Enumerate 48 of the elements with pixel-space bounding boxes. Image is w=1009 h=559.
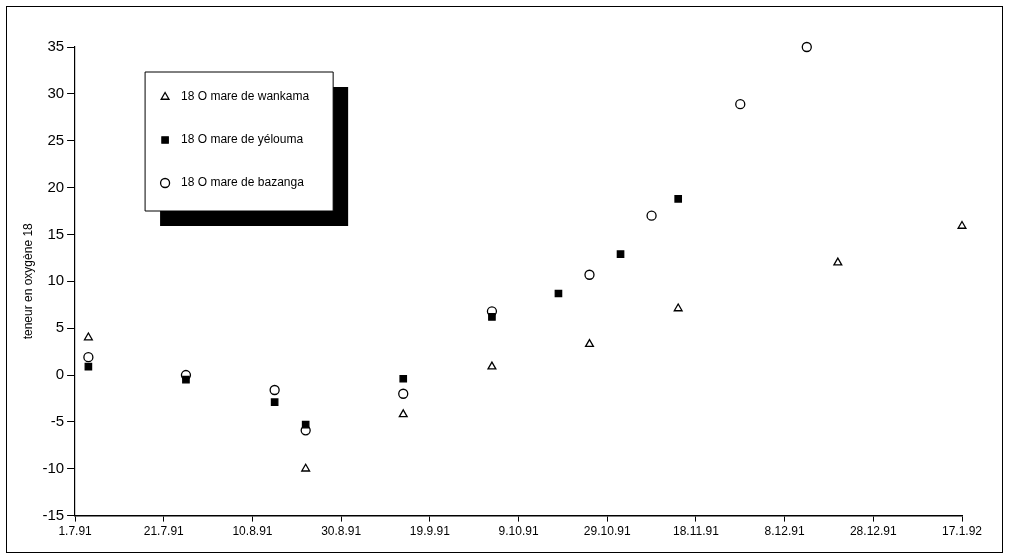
- y-axis-title: teneur en oxygène 18: [20, 222, 35, 340]
- point: [673, 303, 683, 312]
- legend-label: 18 O mare de wankama: [181, 89, 310, 104]
- point: [301, 463, 311, 472]
- point: [801, 41, 812, 53]
- y-tick-label: 20: [47, 177, 65, 195]
- x-tick-label: 29.10.91: [583, 524, 631, 539]
- point: [398, 409, 408, 418]
- y-tick-label: 30: [47, 84, 65, 101]
- legend-label: 18 O mare de yélouma: [181, 132, 304, 147]
- x-tick-label: 30.8.91: [321, 524, 362, 539]
- y-tick-label: -15: [42, 505, 65, 523]
- y-tick-label: 5: [55, 318, 65, 336]
- y-tick-label: 15: [47, 224, 65, 242]
- y-tick-label: 35: [47, 37, 65, 55]
- point: [488, 313, 496, 321]
- x-tick-label: 10.8.91: [232, 524, 273, 539]
- point: [957, 220, 967, 229]
- y-tick-label: 0: [55, 365, 65, 383]
- point: [584, 338, 595, 347]
- point: [674, 194, 683, 203]
- x-tick-label: 19.9.91: [409, 524, 451, 539]
- legend-label: 18 O mare de bazanga: [181, 175, 305, 190]
- point: [646, 210, 657, 221]
- y-tick-label: -10: [42, 458, 65, 476]
- point: [616, 250, 625, 258]
- x-tick-label: 8.12.91: [764, 524, 805, 539]
- point: [584, 269, 595, 280]
- point: [83, 332, 93, 341]
- point: [182, 375, 190, 384]
- x-tick-label: 21.7.91: [143, 524, 185, 539]
- x-tick-label: 17.1.92: [941, 524, 983, 539]
- point: [399, 374, 408, 383]
- x-tick-label: 1.7.91: [58, 524, 93, 539]
- x-tick-label: 18.11.91: [673, 524, 720, 539]
- point: [833, 257, 843, 266]
- x-tick-label: 9.10.91: [498, 524, 539, 539]
- point: [487, 361, 497, 370]
- y-tick-label: 10: [47, 271, 65, 289]
- point: [269, 384, 280, 396]
- y-tick-label: -5: [50, 412, 65, 430]
- y-tick-label: 25: [47, 130, 65, 148]
- point: [270, 398, 279, 407]
- x-tick-label: 28.12.91: [849, 524, 897, 539]
- point: [398, 388, 409, 399]
- point: [83, 352, 94, 363]
- point: [301, 420, 310, 429]
- point: [735, 99, 746, 110]
